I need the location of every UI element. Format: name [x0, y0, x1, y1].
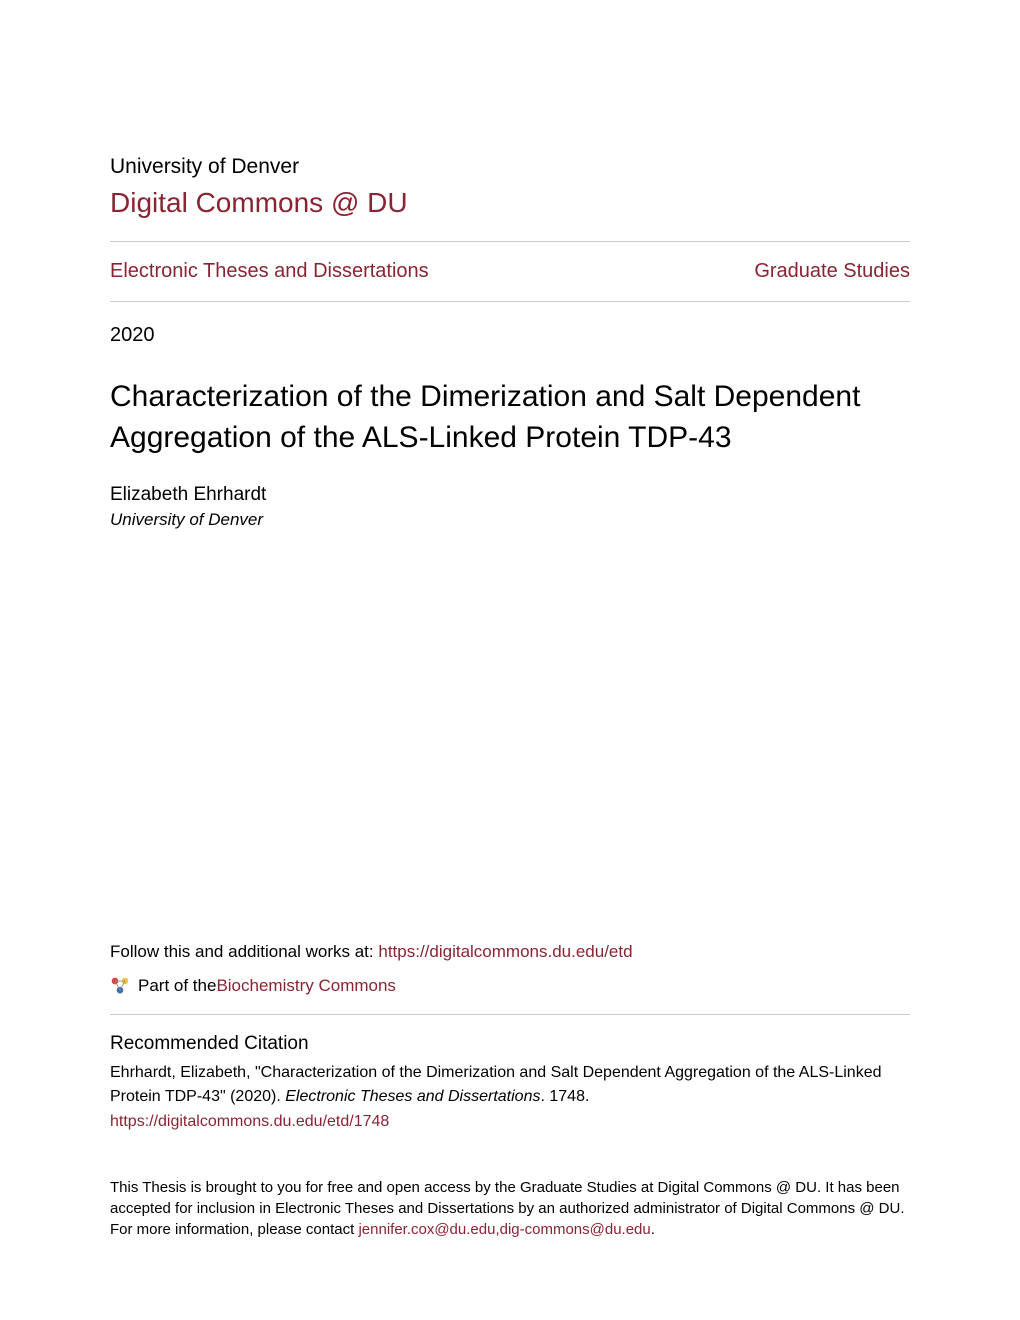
divider-nav — [110, 301, 910, 302]
citation-url-link[interactable]: https://digitalcommons.du.edu/etd/1748 — [110, 1110, 910, 1133]
repository-title: Digital Commons @ DU — [110, 187, 910, 219]
recommended-citation-heading: Recommended Citation — [110, 1033, 910, 1055]
citation-text: Ehrhardt, Elizabeth, "Characterization o… — [110, 1061, 910, 1133]
footer-note: This Thesis is brought to you for free a… — [110, 1177, 910, 1240]
author-affiliation: University of Denver — [110, 510, 910, 530]
commons-link[interactable]: Biochemistry Commons — [216, 976, 396, 996]
repository-link[interactable]: Digital Commons @ DU — [110, 187, 408, 218]
publication-year: 2020 — [110, 324, 910, 347]
follow-works-line: Follow this and additional works at: htt… — [110, 942, 910, 962]
follow-prefix: Follow this and additional works at: — [110, 942, 378, 961]
network-icon — [110, 976, 130, 996]
part-of-prefix: Part of the — [138, 976, 216, 996]
citation-series: Electronic Theses and Dissertations — [285, 1088, 540, 1105]
footer-period: . — [651, 1221, 655, 1238]
footer-section: Follow this and additional works at: htt… — [110, 942, 910, 1240]
nav-row: Electronic Theses and Dissertations Grad… — [110, 242, 910, 301]
collection-link[interactable]: Electronic Theses and Dissertations — [110, 260, 429, 283]
university-name: University of Denver — [110, 155, 910, 179]
citation-after: . 1748. — [540, 1088, 589, 1105]
author-name: Elizabeth Ehrhardt — [110, 484, 910, 506]
divider-citation — [110, 1014, 910, 1015]
part-of-line: Part of the Biochemistry Commons — [110, 976, 910, 996]
document-title: Characterization of the Dimerization and… — [110, 377, 910, 458]
contact-email-link[interactable]: jennifer.cox@du.edu,dig-commons@du.edu — [358, 1221, 650, 1238]
follow-url-link[interactable]: https://digitalcommons.du.edu/etd — [378, 942, 632, 961]
graduate-studies-link[interactable]: Graduate Studies — [754, 260, 910, 283]
